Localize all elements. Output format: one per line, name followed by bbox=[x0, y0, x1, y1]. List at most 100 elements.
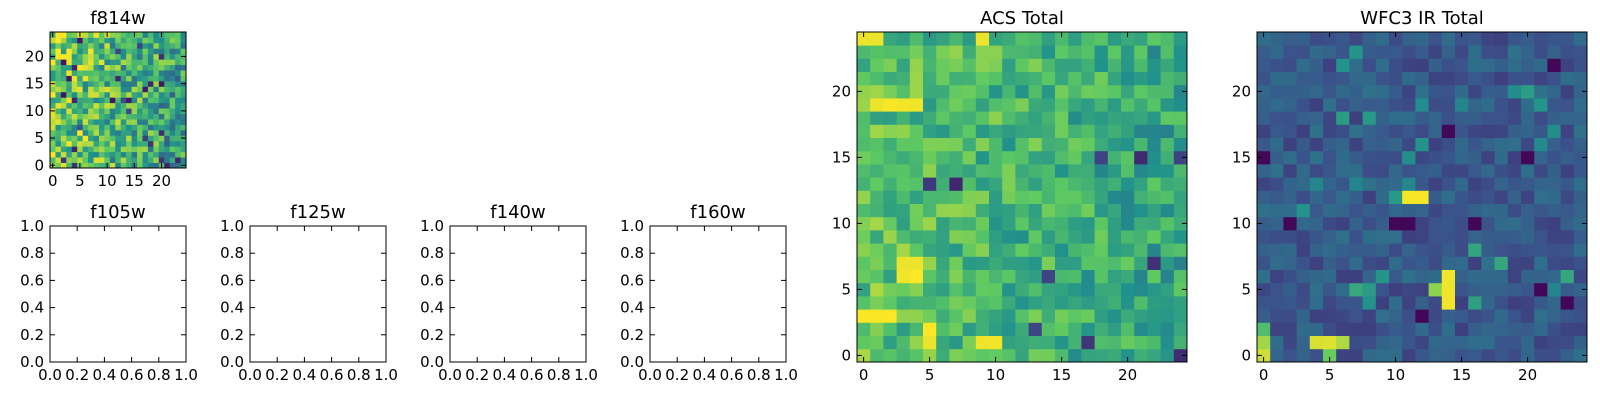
heatmap-cell bbox=[93, 37, 100, 44]
heatmap-cell bbox=[1121, 137, 1135, 152]
heatmap-cell bbox=[1507, 177, 1522, 191]
y-tick-label: 0.4 bbox=[220, 299, 244, 317]
heatmap-cell bbox=[137, 157, 143, 163]
heatmap-cell bbox=[1134, 190, 1148, 204]
heatmap-cell bbox=[1547, 269, 1561, 284]
heatmap-cell bbox=[60, 146, 67, 153]
heatmap-cell bbox=[142, 86, 149, 93]
heatmap-cell bbox=[1121, 84, 1135, 99]
heatmap-cell bbox=[82, 59, 89, 66]
heatmap-cell bbox=[962, 282, 977, 297]
heatmap-cell bbox=[77, 102, 84, 109]
heatmap-cell bbox=[1415, 335, 1429, 350]
heatmap-cell bbox=[147, 80, 154, 87]
heatmap-cell bbox=[71, 80, 78, 87]
heatmap-cell bbox=[169, 37, 176, 44]
heatmap-cell bbox=[126, 113, 132, 120]
heatmap-cell bbox=[857, 269, 871, 284]
y-tick-label: 1.0 bbox=[420, 217, 444, 235]
heatmap-cell bbox=[857, 137, 871, 152]
heatmap-cell bbox=[88, 64, 94, 71]
heatmap-cell bbox=[1134, 177, 1148, 191]
heatmap-cell bbox=[1121, 98, 1135, 112]
heatmap-cell bbox=[120, 113, 127, 120]
heatmap-cell bbox=[1147, 71, 1161, 86]
heatmap-cell bbox=[883, 296, 897, 310]
heatmap-cell bbox=[142, 75, 149, 82]
heatmap-cell bbox=[169, 124, 176, 131]
heatmap-cell bbox=[989, 190, 1003, 204]
heatmap-cell bbox=[962, 177, 977, 191]
heatmap-cell bbox=[1002, 124, 1016, 138]
heatmap-cell bbox=[1375, 124, 1390, 138]
heatmap-cell bbox=[169, 48, 176, 55]
heatmap-cell bbox=[153, 48, 160, 55]
heatmap-cell bbox=[153, 119, 160, 125]
heatmap-cell bbox=[1160, 84, 1175, 99]
heatmap-cell bbox=[142, 64, 149, 71]
heatmap-cell bbox=[77, 53, 84, 60]
heatmap-cell bbox=[1173, 335, 1188, 350]
heatmap-cell bbox=[1547, 243, 1561, 257]
heatmap-cell bbox=[1415, 164, 1429, 178]
heatmap-cell bbox=[1521, 296, 1535, 310]
heatmap-cell bbox=[1362, 32, 1377, 46]
heatmap-cell bbox=[1336, 150, 1350, 165]
heatmap-cell bbox=[989, 58, 1003, 72]
heatmap-cell bbox=[1455, 322, 1469, 336]
heatmap-cell bbox=[1041, 124, 1056, 138]
heatmap-cell bbox=[857, 98, 871, 112]
heatmap-cell bbox=[1402, 282, 1416, 297]
heatmap-cell bbox=[1560, 190, 1575, 204]
heatmap-cell bbox=[1534, 203, 1548, 218]
y-tick-label: 0 bbox=[841, 346, 851, 364]
heatmap-cell bbox=[1547, 98, 1561, 112]
heatmap-cell bbox=[1160, 348, 1175, 363]
heatmap-cell bbox=[936, 164, 950, 178]
heatmap-cell bbox=[989, 309, 1003, 323]
heatmap-cell bbox=[1481, 335, 1495, 350]
heatmap-cell bbox=[1296, 124, 1311, 138]
heatmap-cell bbox=[115, 124, 122, 131]
heatmap-cell bbox=[1134, 348, 1148, 363]
heatmap-cell bbox=[158, 64, 165, 71]
heatmap-cell bbox=[1121, 177, 1135, 191]
heatmap-cell bbox=[1270, 45, 1284, 59]
heatmap-cell bbox=[1173, 203, 1188, 218]
heatmap-cell bbox=[1028, 190, 1043, 204]
heatmap-cell bbox=[1002, 164, 1016, 178]
heatmap-cell bbox=[164, 37, 171, 44]
heatmap-cell bbox=[1468, 216, 1482, 231]
heatmap-cell bbox=[1547, 216, 1561, 231]
heatmap-cell bbox=[1415, 348, 1429, 363]
heatmap-cell bbox=[1173, 164, 1188, 178]
heatmap-cell bbox=[1507, 84, 1522, 99]
heatmap-cell bbox=[949, 71, 963, 86]
heatmap-cell bbox=[1094, 71, 1109, 86]
heatmap-cell bbox=[1134, 164, 1148, 178]
heatmap-cell bbox=[137, 102, 143, 109]
heatmap-cell bbox=[1094, 177, 1109, 191]
heatmap-cell bbox=[989, 177, 1003, 191]
heatmap-cell bbox=[1507, 296, 1522, 310]
heatmap-cell bbox=[989, 84, 1003, 99]
heatmap-cell bbox=[989, 150, 1003, 165]
heatmap-cell bbox=[1270, 137, 1284, 152]
heatmap-cell bbox=[1389, 150, 1403, 165]
heatmap-cell bbox=[1121, 322, 1135, 336]
heatmap-cell bbox=[1455, 203, 1469, 218]
heatmap-cell bbox=[93, 59, 100, 66]
heatmap-cell bbox=[1055, 243, 1069, 257]
heatmap-cell bbox=[1507, 32, 1522, 46]
heatmap-cell bbox=[909, 164, 924, 178]
heatmap-cell bbox=[1507, 230, 1522, 244]
heatmap-cell bbox=[55, 102, 62, 109]
heatmap-cell bbox=[1002, 150, 1016, 165]
heatmap-cell bbox=[109, 91, 116, 98]
heatmap-cell bbox=[909, 243, 924, 257]
heatmap-cell bbox=[1560, 282, 1575, 297]
y-tick-label: 0.8 bbox=[20, 244, 44, 262]
heatmap-cell bbox=[1336, 282, 1350, 297]
